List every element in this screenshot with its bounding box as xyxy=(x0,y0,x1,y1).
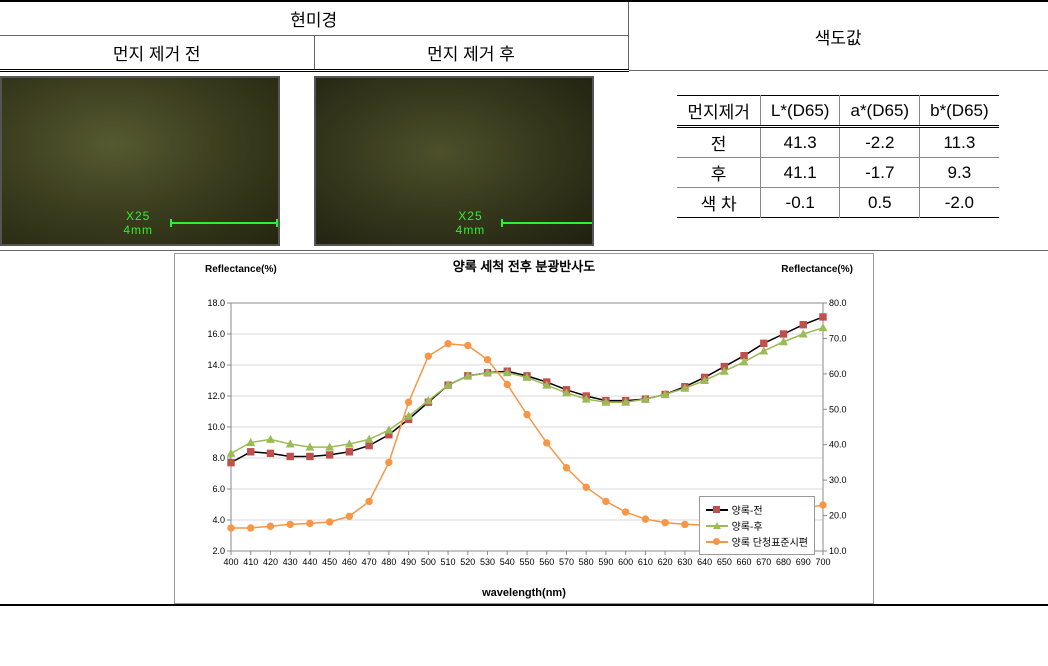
svg-text:4.0: 4.0 xyxy=(212,515,225,525)
svg-text:12.0: 12.0 xyxy=(207,391,225,401)
table-cell: 9.3 xyxy=(920,158,999,188)
scale-line-after xyxy=(501,222,594,224)
svg-text:470: 470 xyxy=(362,557,377,567)
table-cell: 11.3 xyxy=(920,127,999,158)
chart-title: 양록 세척 전후 분광반사도 xyxy=(175,254,873,275)
chart-section: Reflectance(%) Reflectance(%) 양록 세척 전후 분… xyxy=(0,250,1048,604)
color-table-header: b*(D65) xyxy=(920,96,999,127)
svg-text:18.0: 18.0 xyxy=(207,298,225,308)
color-value-table: 먼지제거L*(D65)a*(D65)b*(D65) 전41.3-2.211.3후… xyxy=(677,95,998,218)
svg-text:70.0: 70.0 xyxy=(829,333,847,343)
svg-text:490: 490 xyxy=(401,557,416,567)
table-cell: 후 xyxy=(677,158,760,188)
hdr-after: 먼지 제거 후 xyxy=(314,36,628,71)
legend-swatch xyxy=(706,521,728,531)
table-cell: -1.7 xyxy=(840,158,920,188)
svg-text:60.0: 60.0 xyxy=(829,369,847,379)
svg-text:540: 540 xyxy=(500,557,515,567)
svg-text:10.0: 10.0 xyxy=(207,422,225,432)
scale-label-after: X25 4mm xyxy=(446,209,495,237)
hdr-colorval: 색도값 xyxy=(628,2,1048,71)
color-table-header: 먼지제거 xyxy=(677,96,760,127)
chart-legend: 양록-전양록-후양록 단청표준시편 xyxy=(699,496,815,555)
legend-item: 양록-전 xyxy=(706,502,808,517)
color-table-header: a*(D65) xyxy=(840,96,920,127)
svg-text:500: 500 xyxy=(421,557,436,567)
scale-line-before xyxy=(170,222,278,224)
svg-text:580: 580 xyxy=(579,557,594,567)
svg-text:660: 660 xyxy=(737,557,752,567)
svg-text:50.0: 50.0 xyxy=(829,404,847,414)
svg-text:600: 600 xyxy=(618,557,633,567)
table-cell: -2.2 xyxy=(840,127,920,158)
legend-label: 양록-후 xyxy=(732,518,763,533)
table-cell: 색 차 xyxy=(677,188,760,218)
table-row: 후41.1-1.79.3 xyxy=(677,158,998,188)
legend-swatch xyxy=(706,505,728,515)
y-left-title: Reflectance(%) xyxy=(205,264,277,275)
svg-text:590: 590 xyxy=(598,557,613,567)
svg-text:420: 420 xyxy=(263,557,278,567)
svg-text:610: 610 xyxy=(638,557,653,567)
svg-text:8.0: 8.0 xyxy=(212,453,225,463)
table-cell: -0.1 xyxy=(760,188,840,218)
svg-text:80.0: 80.0 xyxy=(829,298,847,308)
hdr-before: 먼지 제거 전 xyxy=(0,36,314,71)
table-cell: -2.0 xyxy=(920,188,999,218)
svg-text:460: 460 xyxy=(342,557,357,567)
svg-text:6.0: 6.0 xyxy=(212,484,225,494)
legend-label: 양록-전 xyxy=(732,502,763,517)
svg-text:550: 550 xyxy=(519,557,534,567)
svg-text:450: 450 xyxy=(322,557,337,567)
svg-text:10.0: 10.0 xyxy=(829,546,847,556)
table-row: 전41.3-2.211.3 xyxy=(677,127,998,158)
svg-text:480: 480 xyxy=(381,557,396,567)
svg-text:560: 560 xyxy=(539,557,554,567)
svg-text:650: 650 xyxy=(717,557,732,567)
svg-text:630: 630 xyxy=(677,557,692,567)
x-axis-title: wavelength(nm) xyxy=(175,585,873,603)
svg-text:700: 700 xyxy=(815,557,830,567)
svg-text:640: 640 xyxy=(697,557,712,567)
svg-text:440: 440 xyxy=(302,557,317,567)
svg-text:14.0: 14.0 xyxy=(207,360,225,370)
scale-bar-before: X25 4mm xyxy=(112,216,278,230)
legend-label: 양록 단청표준시편 xyxy=(732,534,808,549)
header-layout-table: 현미경 색도값 먼지 제거 전 먼지 제거 후 X25 4mm X25 4mm xyxy=(0,2,1048,250)
scale-label-before: X25 4mm xyxy=(112,209,164,237)
legend-item: 양록-후 xyxy=(706,518,808,533)
reflectance-chart: Reflectance(%) Reflectance(%) 양록 세척 전후 분… xyxy=(174,253,874,604)
svg-text:620: 620 xyxy=(658,557,673,567)
svg-text:2.0: 2.0 xyxy=(212,546,225,556)
svg-text:510: 510 xyxy=(441,557,456,567)
hdr-microscope: 현미경 xyxy=(0,2,628,36)
table-cell: 전 xyxy=(677,127,760,158)
microscope-image-before: X25 4mm xyxy=(0,76,280,246)
table-row: 색 차-0.10.5-2.0 xyxy=(677,188,998,218)
svg-text:680: 680 xyxy=(776,557,791,567)
svg-text:410: 410 xyxy=(243,557,258,567)
svg-text:430: 430 xyxy=(283,557,298,567)
svg-text:400: 400 xyxy=(223,557,238,567)
table-cell: 0.5 xyxy=(840,188,920,218)
svg-text:530: 530 xyxy=(480,557,495,567)
svg-text:570: 570 xyxy=(559,557,574,567)
svg-text:16.0: 16.0 xyxy=(207,329,225,339)
svg-text:20.0: 20.0 xyxy=(829,511,847,521)
svg-text:40.0: 40.0 xyxy=(829,440,847,450)
scale-bar-after: X25 4mm xyxy=(446,216,594,230)
legend-swatch xyxy=(706,537,728,547)
microscope-image-after: X25 4mm xyxy=(314,76,594,246)
svg-text:670: 670 xyxy=(756,557,771,567)
table-cell: 41.1 xyxy=(760,158,840,188)
table-cell: 41.3 xyxy=(760,127,840,158)
svg-text:520: 520 xyxy=(460,557,475,567)
y-right-title: Reflectance(%) xyxy=(781,264,853,275)
document-frame: 현미경 색도값 먼지 제거 전 먼지 제거 후 X25 4mm X25 4mm xyxy=(0,0,1048,606)
svg-text:30.0: 30.0 xyxy=(829,475,847,485)
color-table-header: L*(D65) xyxy=(760,96,840,127)
legend-item: 양록 단청표준시편 xyxy=(706,534,808,549)
svg-text:690: 690 xyxy=(796,557,811,567)
